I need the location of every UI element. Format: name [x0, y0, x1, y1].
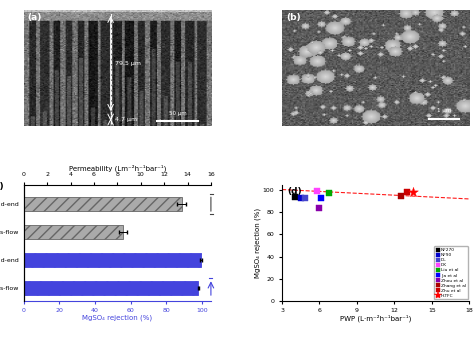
Y-axis label: MgSO₄ rejection (%): MgSO₄ rejection (%) [255, 208, 261, 278]
Point [326, 191, 333, 196]
Bar [24, 225, 123, 239]
Point [317, 195, 325, 200]
Text: 79.5 μm: 79.5 μm [115, 61, 141, 66]
Point [403, 190, 410, 195]
Text: 4.7 μm: 4.7 μm [115, 117, 137, 122]
Bar [24, 197, 182, 211]
Point [301, 195, 308, 200]
Point [316, 205, 323, 211]
Text: (c): (c) [0, 182, 4, 191]
X-axis label: MgSO₄ rejection (%): MgSO₄ rejection (%) [82, 315, 152, 321]
Text: 50 μm: 50 μm [169, 111, 186, 116]
Text: 1 μm: 1 μm [437, 108, 451, 113]
Point [397, 193, 404, 198]
X-axis label: PWP (L·m⁻²h⁻¹bar⁻¹): PWP (L·m⁻²h⁻¹bar⁻¹) [340, 315, 411, 322]
Text: (b): (b) [286, 13, 301, 22]
Point [410, 190, 417, 195]
Bar [24, 253, 201, 267]
Legend: NF270, NF90, DL, DK, Liu et al, Jia et al, Zhou et al, Zhang et al, Zhu et al, H: NF270, NF90, DL, DK, Liu et al, Jia et a… [434, 246, 468, 299]
Point [291, 194, 298, 199]
Text: (a): (a) [27, 13, 42, 22]
Bar [24, 281, 199, 295]
Point [313, 189, 321, 194]
X-axis label: Permeability (Lm⁻²h⁻¹bar⁻¹): Permeability (Lm⁻²h⁻¹bar⁻¹) [69, 165, 166, 172]
Point [297, 195, 305, 200]
Text: (d): (d) [288, 187, 302, 196]
